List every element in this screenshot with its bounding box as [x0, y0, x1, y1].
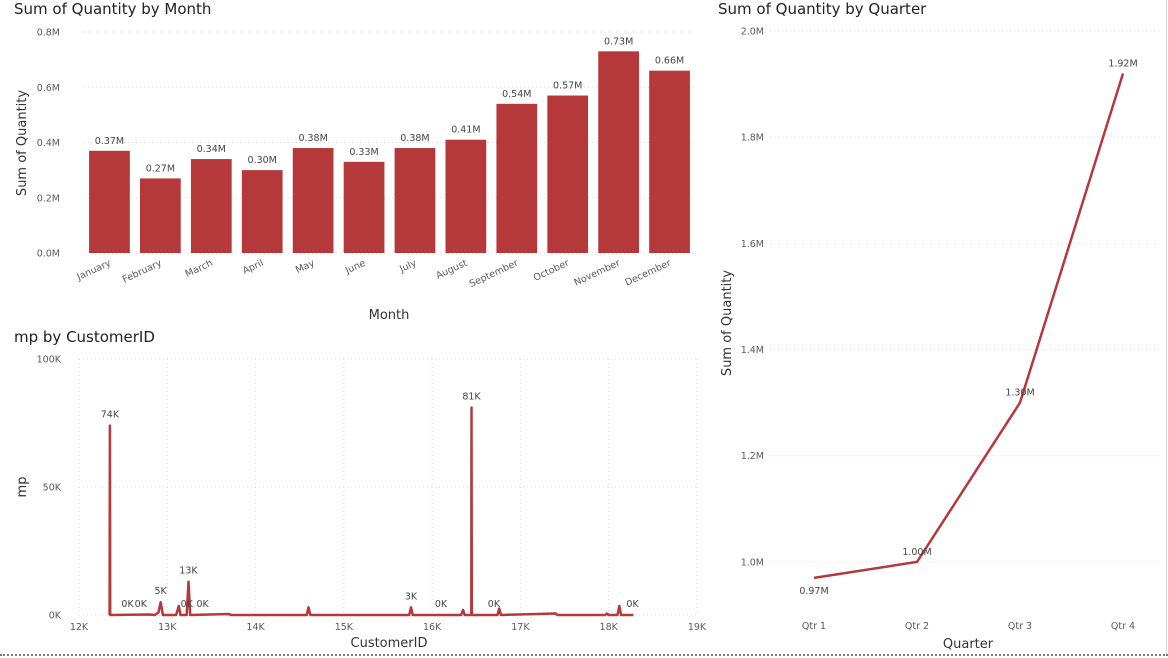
chart-title: Sum of Quantity by Month: [14, 0, 211, 18]
y-axis-title: Sum of Quantity: [15, 90, 30, 196]
data-label: 0.30M: [248, 155, 277, 166]
bar-february[interactable]: [140, 178, 181, 253]
y-tick-label: 2.0M: [741, 27, 764, 38]
x-axis-title: Month: [369, 308, 410, 323]
y-axis-title: mp: [15, 477, 30, 498]
mp-series-line: [108, 406, 634, 617]
data-label: 0.33M: [349, 147, 378, 158]
chart-title: Sum of Quantity by Quarter: [718, 0, 927, 18]
data-label: 1.00M: [902, 547, 931, 558]
x-tick-label: 18K: [600, 622, 619, 633]
bar-july[interactable]: [394, 148, 436, 253]
data-label: 74K: [101, 410, 120, 421]
y-tick-label: 0.6M: [37, 83, 60, 94]
data-label: 0K: [135, 599, 148, 610]
x-tick-label: Qtr 2: [905, 621, 929, 632]
y-axis: 0K 50K 100K: [37, 355, 697, 622]
data-label: 0.54M: [502, 89, 531, 100]
chart-title: mp by CustomerID: [14, 328, 155, 346]
y-axis: 0.0M 0.2M 0.4M 0.6M 0.8M: [37, 28, 695, 260]
x-tick-label: 19K: [688, 622, 707, 633]
data-labels: 0.37M 0.27M 0.34M 0.30M 0.38M 0.33M 0.38M 0.41M…: [95, 36, 684, 174]
data-label: 0.37M: [95, 136, 124, 147]
data-label: 1.30M: [1005, 388, 1034, 399]
y-tick-label: 1.4M: [741, 345, 764, 356]
month-bar-chart: Sum of Quantity by Month Sum of Quantity…: [14, 0, 695, 323]
data-label: 0.38M: [298, 133, 327, 144]
y-axis: 1.0M 1.2M 1.4M 1.6M 1.8M 2.0M: [741, 27, 1160, 568]
x-tick-label: Qtr 4: [1111, 621, 1135, 632]
data-label: 0.66M: [655, 56, 684, 67]
quantity-series-line: [813, 73, 1125, 580]
data-label: 13K: [179, 566, 198, 577]
x-axis: Qtr 1 Qtr 2 Qtr 3 Qtr 4: [802, 621, 1135, 632]
bars: [89, 51, 690, 254]
bar-april[interactable]: [241, 170, 283, 253]
data-label: 81K: [462, 392, 481, 403]
data-label: 0K: [435, 599, 448, 610]
y-tick-label: 1.0M: [741, 557, 764, 568]
y-tick-label: 1.2M: [741, 451, 764, 462]
y-tick-label: 0K: [49, 611, 62, 622]
bar-september[interactable]: [496, 103, 538, 253]
data-label: 0.38M: [400, 133, 429, 144]
data-label: 0K: [196, 599, 209, 610]
customer-line-chart: mp by CustomerID mp CustomerID 0K 50K 100K…: [14, 328, 707, 651]
y-tick-label: 100K: [37, 355, 62, 366]
data-label: 0.27M: [146, 163, 175, 174]
data-label: 0.73M: [604, 36, 633, 47]
data-label: 0K: [121, 599, 134, 610]
data-label: 0.34M: [197, 144, 226, 155]
bar-march[interactable]: [190, 159, 232, 253]
bar-october[interactable]: [547, 95, 589, 253]
x-tick-label: 17K: [511, 622, 530, 633]
x-tick-label: Qtr 1: [802, 621, 826, 632]
bar-january[interactable]: [89, 150, 130, 253]
data-label: 0.57M: [553, 81, 582, 92]
y-tick-label: 1.6M: [741, 239, 764, 250]
y-tick-label: 0.8M: [37, 28, 60, 39]
data-label: 1.92M: [1108, 58, 1137, 69]
x-tick-label: 14K: [246, 622, 265, 633]
data-label: 0.97M: [799, 586, 828, 597]
y-tick-label: 50K: [43, 483, 62, 494]
data-label: 3K: [405, 591, 418, 602]
bar-june[interactable]: [343, 161, 385, 253]
y-axis-title: Sum of Quantity: [720, 270, 735, 376]
data-label: 0K: [488, 599, 501, 610]
data-label: 0.41M: [451, 125, 480, 136]
x-tick-label: Qtr 3: [1008, 621, 1032, 632]
page-right-edge: [1166, 0, 1167, 656]
data-labels: 0.97M 1.00M 1.30M 1.92M: [799, 58, 1137, 596]
y-tick-label: 0.2M: [37, 193, 60, 204]
data-label: 0K: [626, 599, 639, 610]
page-bottom-border: [0, 654, 1168, 656]
y-tick-label: 1.8M: [741, 133, 764, 144]
x-axis-title: Quarter: [943, 637, 994, 652]
bar-august[interactable]: [445, 139, 487, 253]
bar-december[interactable]: [649, 70, 690, 253]
bar-november[interactable]: [598, 51, 639, 254]
x-axis: 12K 13K 14K 15K 16K 17K 18K 19K: [70, 359, 707, 633]
data-label: 0K: [181, 599, 194, 610]
bar-may[interactable]: [292, 148, 334, 253]
x-axis-title: CustomerID: [351, 636, 428, 651]
data-label: 5K: [155, 586, 168, 597]
x-tick-label: 12K: [70, 622, 89, 633]
y-tick-label: 0.0M: [37, 249, 60, 260]
y-tick-label: 0.4M: [37, 138, 60, 149]
x-tick-label: 13K: [158, 622, 177, 633]
x-tick-label: 16K: [423, 622, 442, 633]
x-tick-label: 15K: [335, 622, 354, 633]
